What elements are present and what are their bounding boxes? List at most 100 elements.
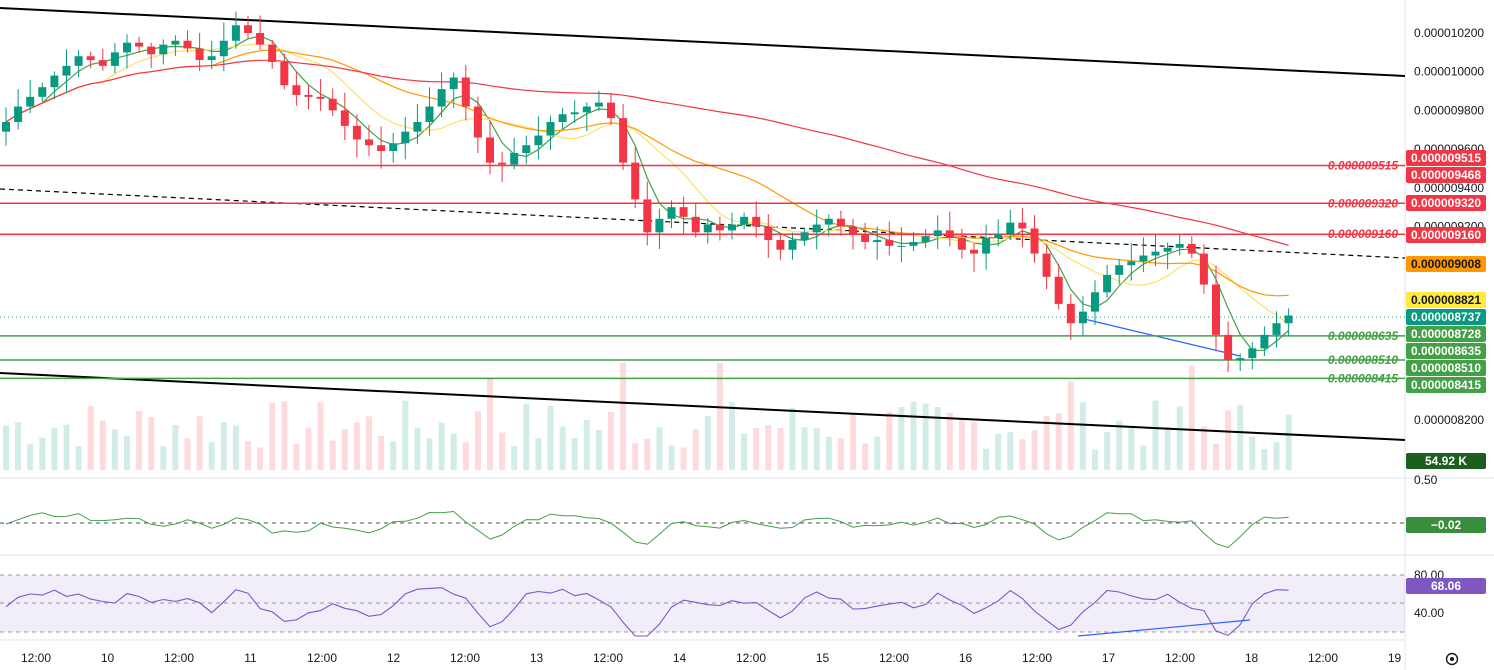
price-axis-tick: 0.000008200 [1414, 413, 1484, 427]
price-tag: 0.000008510 [1411, 361, 1481, 375]
candle-body [171, 40, 180, 45]
volume-bar [257, 447, 264, 470]
candle-body [38, 87, 47, 97]
volume-bar [874, 436, 881, 470]
momentum-tag: −0.02 [1431, 518, 1462, 532]
volume-bar [1079, 402, 1086, 470]
candle-body [897, 245, 906, 247]
rsi-axis-tick: 40.00 [1414, 606, 1444, 620]
volume-bar [704, 415, 711, 470]
candle-body [292, 85, 301, 95]
volume-bar [753, 428, 760, 470]
time-axis-tick: 12:00 [1022, 651, 1052, 665]
candle-body [631, 162, 640, 200]
candle-body [836, 218, 845, 227]
candle-body [1199, 253, 1208, 285]
candle-body [534, 135, 543, 146]
support-label: 0.000008635 [1328, 329, 1398, 343]
moving-average-line [5, 43, 1289, 325]
volume-bar [75, 446, 82, 470]
candle-body [365, 139, 373, 146]
resistance-label: 0.000009320 [1328, 196, 1398, 210]
candle-body [885, 240, 894, 246]
volume-bar [571, 438, 578, 470]
rsi-tag-bg [1406, 578, 1486, 594]
price-tag-bg [1406, 292, 1486, 308]
candle-body [135, 42, 144, 47]
volume-bar [317, 402, 324, 470]
price-tag-bg [1406, 150, 1486, 166]
candle-body [800, 232, 809, 241]
volume-bar [148, 417, 155, 470]
volume-bar [1128, 427, 1135, 470]
volume-bar [583, 419, 590, 470]
dashed-midline [0, 188, 1406, 259]
volume-bar [1188, 365, 1195, 470]
volume-bar [378, 435, 385, 470]
candle-body [304, 94, 313, 97]
candle-body [123, 42, 131, 53]
candle-body [219, 40, 228, 57]
time-axis-tick: 19 [1388, 651, 1402, 665]
rsi-line [5, 587, 1289, 637]
candle-body [207, 56, 216, 61]
volume-bar [1019, 439, 1026, 470]
candle-body [473, 106, 482, 138]
volume-bar [1043, 415, 1050, 470]
rsi-divergence-line [1077, 619, 1251, 637]
momentum-axis-tick: 0.50 [1414, 473, 1438, 487]
volume-bar [716, 362, 723, 470]
volume-bar [51, 427, 58, 470]
candle-body [812, 224, 821, 233]
price-tag-bg [1406, 195, 1486, 211]
candle-body [1078, 311, 1087, 324]
candle-body [1054, 276, 1063, 304]
candle-body [945, 230, 954, 239]
volume-bar [438, 422, 445, 470]
volume-bar [474, 411, 481, 470]
candle-body [401, 131, 410, 144]
trendlines [0, 7, 1406, 441]
candle-body [1006, 222, 1015, 235]
time-axis-tick: 14 [673, 651, 687, 665]
volume-bar [813, 428, 820, 470]
main-pane[interactable] [0, 0, 1405, 470]
time-axis[interactable]: 12:00 10 12:00 11 12:00 12 12:00 13 12:00 14 12:00… [21, 651, 1402, 665]
settings-icon[interactable] [1445, 652, 1459, 666]
candle-body [776, 240, 785, 250]
support-label: 0.000008510 [1328, 353, 1398, 367]
candle-body [14, 106, 23, 123]
volume-bar [1116, 420, 1123, 470]
candle-body [1236, 358, 1245, 361]
price-tag: 0.000009468 [1411, 168, 1481, 182]
volume-bar [245, 441, 251, 470]
volume-bar [535, 438, 542, 470]
candle-body [570, 112, 579, 115]
volume-tag-bg [1406, 453, 1486, 469]
candle-body [159, 44, 168, 55]
volume-bar [281, 401, 288, 470]
candle-body [316, 96, 325, 99]
support-resistance-levels: 0.000009515 0.000009320 0.000009160 0.00000… [0, 159, 1405, 385]
volume-bar [293, 443, 300, 470]
volume-bar [801, 427, 808, 470]
candle-body [1127, 261, 1136, 266]
channel-upper-line [0, 7, 1406, 77]
volume-bar [414, 427, 421, 470]
time-axis-tick: 12 [387, 651, 401, 665]
volume-bar [172, 425, 179, 470]
volume-bar [632, 443, 639, 470]
volume-bar [232, 425, 239, 470]
candle-body [1103, 274, 1112, 293]
volume-bar [692, 429, 699, 470]
channel-lower-line [0, 372, 1406, 441]
candle-body [425, 106, 434, 123]
candle-body [110, 52, 119, 66]
price-tag: 0.000009515 [1411, 151, 1481, 165]
resistance-label: 0.000009515 [1328, 159, 1398, 173]
volume-bar [850, 412, 856, 470]
candle-body [1066, 303, 1075, 324]
volume-bar [1152, 400, 1159, 470]
volume-bar [898, 407, 905, 470]
